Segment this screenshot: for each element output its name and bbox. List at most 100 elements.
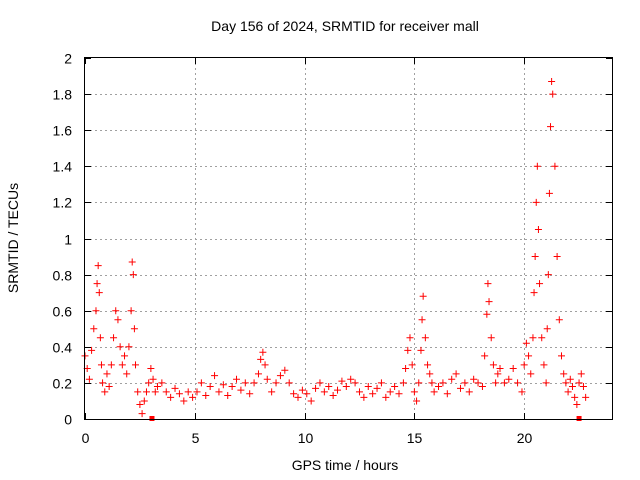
near-zero-marker (576, 416, 582, 421)
data-point (522, 339, 530, 347)
y-tick-label: 1 (64, 232, 72, 248)
data-point (127, 307, 135, 315)
data-point (268, 388, 276, 396)
data-point (128, 258, 136, 266)
data-point (134, 388, 142, 396)
data-point (417, 346, 425, 354)
data-point (421, 334, 429, 342)
data-point (259, 348, 267, 356)
data-point (575, 379, 583, 387)
y-axis-label: SRMTID / TECUs (5, 183, 21, 293)
data-point (237, 386, 245, 394)
data-point (543, 325, 551, 333)
data-point (413, 397, 421, 405)
y-tick-label: 1.2 (53, 195, 73, 211)
data-point (90, 325, 98, 333)
x-tick-label: 15 (407, 430, 423, 446)
data-point (241, 379, 249, 387)
data-point (551, 162, 559, 170)
data-point (560, 370, 568, 378)
data-point (233, 375, 241, 383)
data-point (448, 375, 456, 383)
data-point (509, 364, 517, 372)
data-point (492, 379, 500, 387)
data-point (147, 364, 155, 372)
data-point (527, 370, 535, 378)
axis-ticks: 00.20.40.60.811.21.41.61.820 5 10 15 20 (53, 51, 612, 446)
data-point (487, 334, 495, 342)
y-tick-label: 2 (64, 51, 72, 67)
data-point (250, 379, 258, 387)
data-point (151, 388, 159, 396)
data-point (145, 379, 153, 387)
data-point (534, 225, 542, 233)
data-point (404, 346, 412, 354)
data-point (158, 379, 166, 387)
data-point (136, 401, 144, 409)
data-point (505, 375, 513, 383)
y-tick-label: 0.6 (53, 304, 73, 320)
data-point (219, 381, 227, 389)
data-point (470, 375, 478, 383)
data-point (184, 388, 192, 396)
data-point (342, 383, 350, 391)
data-point (338, 377, 346, 385)
data-point (180, 397, 188, 405)
data-point (202, 392, 210, 400)
data-point (123, 370, 131, 378)
data-point (478, 383, 486, 391)
data-point (533, 162, 541, 170)
data-point (391, 383, 399, 391)
x-tick-label: 10 (298, 430, 314, 446)
data-point (484, 280, 492, 288)
data-point (96, 334, 104, 342)
data-point (435, 383, 443, 391)
data-point (97, 361, 105, 369)
y-tick-label: 1.8 (53, 87, 73, 103)
data-point (582, 393, 590, 401)
data-point (568, 383, 576, 391)
data-point (325, 383, 333, 391)
data-point (316, 379, 324, 387)
data-point (577, 370, 585, 378)
data-point (121, 352, 129, 360)
data-point (443, 390, 451, 398)
data-point (285, 379, 293, 387)
data-point (211, 372, 219, 380)
plot-frame (84, 57, 613, 420)
data-point (224, 392, 232, 400)
data-point (138, 410, 146, 418)
data-point (402, 364, 410, 372)
data-point (452, 370, 460, 378)
data-point (329, 392, 337, 400)
data-point (530, 289, 538, 297)
data-point (399, 379, 407, 387)
chart-title: Day 156 of 2024, SRMTID for receiver mal… (211, 18, 479, 34)
data-point (105, 383, 113, 391)
data-point (85, 375, 93, 383)
data-point (529, 334, 537, 342)
data-point (564, 388, 572, 396)
data-point (162, 388, 170, 396)
data-point (95, 289, 103, 297)
data-point (410, 388, 418, 396)
data-point (312, 384, 320, 392)
data-point (142, 388, 150, 396)
data-points (81, 77, 590, 421)
data-point (500, 379, 508, 387)
data-point (536, 280, 544, 288)
near-zero-marker (149, 416, 155, 421)
data-point (193, 388, 201, 396)
data-point (496, 364, 504, 372)
data-point (465, 388, 473, 396)
data-point (334, 386, 342, 394)
data-point (461, 379, 469, 387)
data-point (395, 390, 403, 398)
data-point (456, 384, 464, 392)
data-point (153, 383, 161, 391)
data-point (571, 393, 579, 401)
data-point (93, 280, 101, 288)
data-point (254, 370, 262, 378)
data-point (489, 361, 497, 369)
data-point (99, 379, 107, 387)
